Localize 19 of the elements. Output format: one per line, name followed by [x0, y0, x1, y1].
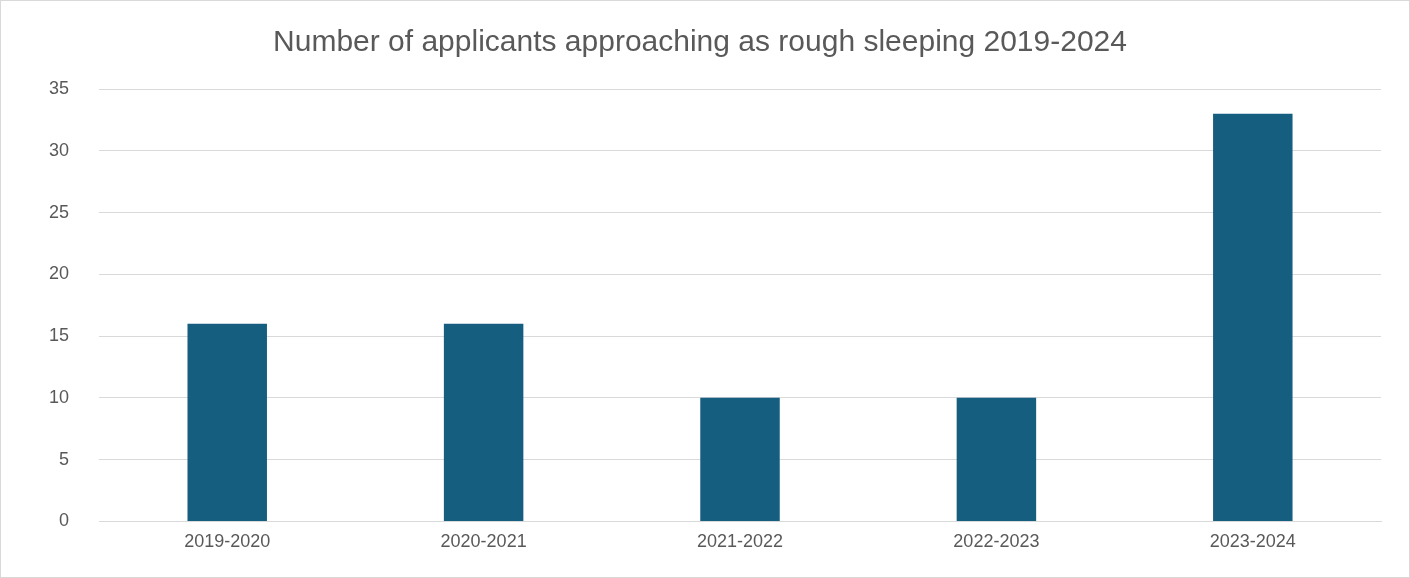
y-tick-label: 5 — [59, 448, 70, 469]
x-tick-label: 2023-2024 — [1209, 531, 1296, 552]
y-tick-label: 0 — [59, 510, 70, 531]
chart-title: Number of applicants approaching as rough sleeping 2019-2024 — [273, 24, 1127, 58]
bar — [956, 397, 1037, 521]
x-tick-label: 2019-2020 — [184, 531, 271, 552]
bar — [700, 397, 780, 521]
bar — [1213, 113, 1293, 521]
x-tick-label: 2022-2023 — [953, 531, 1040, 552]
y-tick-label: 25 — [48, 201, 70, 222]
y-tick-label: 20 — [48, 263, 70, 284]
bar — [443, 323, 524, 521]
y-tick-label: 10 — [48, 386, 70, 407]
x-tick-label: 2020-2021 — [440, 531, 527, 552]
y-tick-label: 15 — [48, 325, 70, 346]
y-tick-label: 30 — [48, 139, 70, 160]
x-tick-label: 2021-2022 — [696, 531, 784, 552]
y-tick-label: 35 — [48, 77, 70, 98]
bar — [187, 323, 267, 521]
